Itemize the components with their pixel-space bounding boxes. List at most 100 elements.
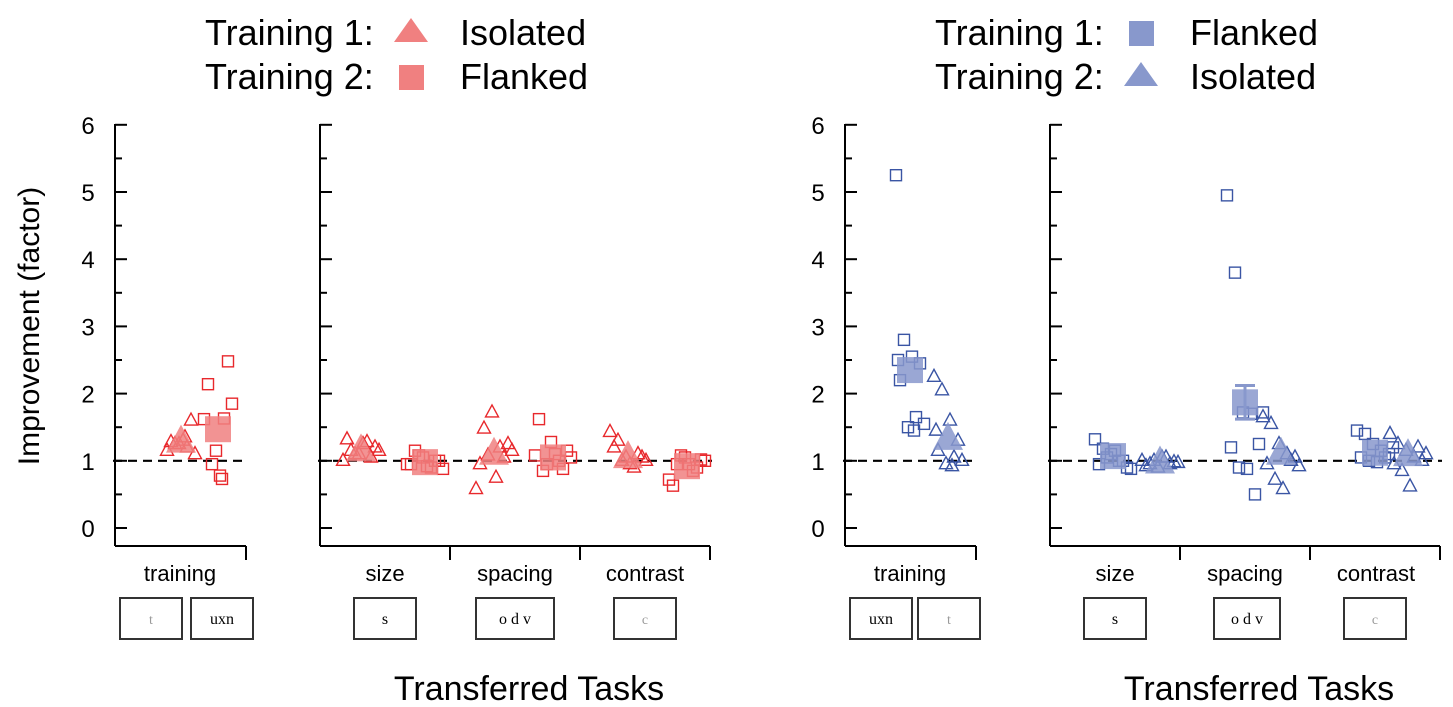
legend-left-row2-name: Flanked <box>460 56 588 97</box>
stimulus-box <box>353 597 417 640</box>
data-point-isolated-contrast <box>602 422 618 438</box>
group-label-training: training <box>874 561 946 586</box>
data-point-isolated-training <box>183 411 199 426</box>
legend-right-row1-label: Training 1: <box>935 12 1104 53</box>
data-point-isolated-spacing <box>1291 457 1307 472</box>
data-point-flanked-training <box>917 417 931 431</box>
y-tick-label: 3 <box>811 314 824 341</box>
stimulus-label: o d v <box>499 611 531 628</box>
stimulus-box <box>613 597 677 640</box>
data-point-flanked-spacing <box>528 449 542 462</box>
stimulus-box <box>119 597 183 640</box>
data-point-isolated-contrast <box>1418 445 1434 460</box>
y-tick-label: 4 <box>81 247 94 274</box>
data-point-isolated-spacing <box>484 403 500 418</box>
legend-left: Training 1: Isolated Training 2: Flanked <box>205 12 588 97</box>
stimulus-box <box>849 597 913 640</box>
legend-left-row2-label: Training 2: <box>205 56 374 97</box>
mean-marker-flanked-training <box>205 416 231 443</box>
legend-right-square-marker <box>1129 21 1154 46</box>
data-point-isolated-training <box>187 445 203 460</box>
data-point-flanked-training <box>215 472 229 486</box>
y-tick-label: 2 <box>81 382 94 409</box>
legend-left-row1-name: Isolated <box>460 12 586 53</box>
y-tick-label: 5 <box>811 180 824 207</box>
y-tick-label: 1 <box>811 449 824 476</box>
data-point-flanked-training <box>209 444 223 457</box>
data-point-isolated-contrast <box>1382 425 1398 440</box>
data-point-flanked-size <box>436 462 450 476</box>
data-point-flanked-contrast <box>1386 441 1400 454</box>
data-point-isolated-training <box>944 457 960 472</box>
y-tick-label: 6 <box>811 113 824 140</box>
data-point-isolated-contrast <box>630 445 646 460</box>
stimulus-box <box>1083 597 1147 640</box>
data-point-isolated-training <box>942 411 958 426</box>
data-point-isolated-spacing <box>1255 408 1271 423</box>
group-label-training: training <box>144 561 216 586</box>
x-axis-title-right: Transferred Tasks <box>1124 670 1394 707</box>
mean-marker-isolated-contrast <box>613 440 643 469</box>
data-point-flanked-training <box>213 469 227 482</box>
legend-left-row1-label: Training 1: <box>205 12 374 53</box>
plot-area: 0 1 2 3 4 5 6 training t uxn size s spacing o d v cont… <box>81 113 1442 640</box>
data-point-flanked-contrast <box>1350 424 1364 437</box>
data-point-flanked-spacing <box>1220 189 1234 202</box>
data-point-isolated-contrast <box>1394 461 1410 477</box>
stimulus-label: s <box>382 611 388 628</box>
data-point-flanked-spacing <box>1252 437 1266 451</box>
mean-marker-isolated-size <box>346 433 376 462</box>
legend-right-row1-name: Flanked <box>1190 12 1318 53</box>
legend-right-row2-name: Isolated <box>1190 56 1316 97</box>
y-tick-label: 0 <box>811 516 824 543</box>
data-point-isolated-spacing <box>500 435 516 450</box>
mean-marker-flanked-size <box>1100 443 1126 470</box>
data-point-flanked-spacing <box>1240 462 1254 476</box>
stimulus-label: t <box>947 613 951 628</box>
y-tick-label: 2 <box>811 382 824 409</box>
data-point-isolated-training <box>934 381 950 396</box>
data-point-isolated-spacing <box>1267 470 1283 485</box>
data-point-isolated-contrast <box>606 438 622 453</box>
data-point-isolated-spacing <box>476 419 492 434</box>
stimulus-label: s <box>1112 611 1118 628</box>
group-label-contrast: contrast <box>606 561 684 586</box>
data-point-isolated-contrast <box>610 431 626 446</box>
mean-marker-flanked-training <box>897 357 923 384</box>
data-point-flanked-training <box>201 377 215 391</box>
legend-right-row2-label: Training 2: <box>935 56 1104 97</box>
data-point-isolated-contrast <box>638 451 654 467</box>
data-point-flanked-size <box>1088 433 1102 446</box>
stimulus-box <box>190 597 254 640</box>
data-point-isolated-size <box>1170 453 1186 469</box>
mean-marker-isolated-size <box>1145 445 1175 474</box>
data-point-flanked-spacing <box>532 412 546 426</box>
group-label-contrast: contrast <box>1337 561 1415 586</box>
data-point-isolated-size <box>335 451 351 467</box>
mean-marker-flanked-contrast <box>1362 439 1388 466</box>
stimulus-label: c <box>1372 613 1378 628</box>
legend-left-triangle-marker <box>394 18 428 42</box>
mean-marker-isolated-training <box>166 424 196 453</box>
y-tick-label: 1 <box>81 449 94 476</box>
data-point-flanked-training <box>907 424 921 437</box>
y-tick-label: 4 <box>811 247 824 274</box>
stimulus-box <box>917 597 981 640</box>
y-axis-title: Improvement (factor) <box>13 187 46 465</box>
data-point-flanked-spacing <box>1248 488 1262 501</box>
mean-marker-flanked-size <box>412 449 438 476</box>
data-point-isolated-spacing <box>488 468 504 483</box>
data-point-flanked-contrast <box>1358 427 1372 441</box>
mean-marker-flanked-contrast <box>674 453 700 480</box>
data-point-flanked-spacing <box>1232 461 1246 474</box>
group-label-spacing: spacing <box>1207 561 1283 586</box>
data-point-flanked-training <box>897 333 911 347</box>
data-point-isolated-spacing <box>504 441 520 456</box>
data-point-isolated-training <box>954 451 970 467</box>
stimulus-box <box>1343 597 1407 640</box>
group-label-spacing: spacing <box>477 561 553 586</box>
mean-marker-isolated-spacing <box>479 436 509 465</box>
data-point-isolated-training <box>928 421 944 436</box>
data-point-isolated-contrast <box>1402 477 1418 492</box>
panel-left: 0 1 2 3 4 5 6 training t uxn size s spacing o d v cont… <box>81 113 712 640</box>
